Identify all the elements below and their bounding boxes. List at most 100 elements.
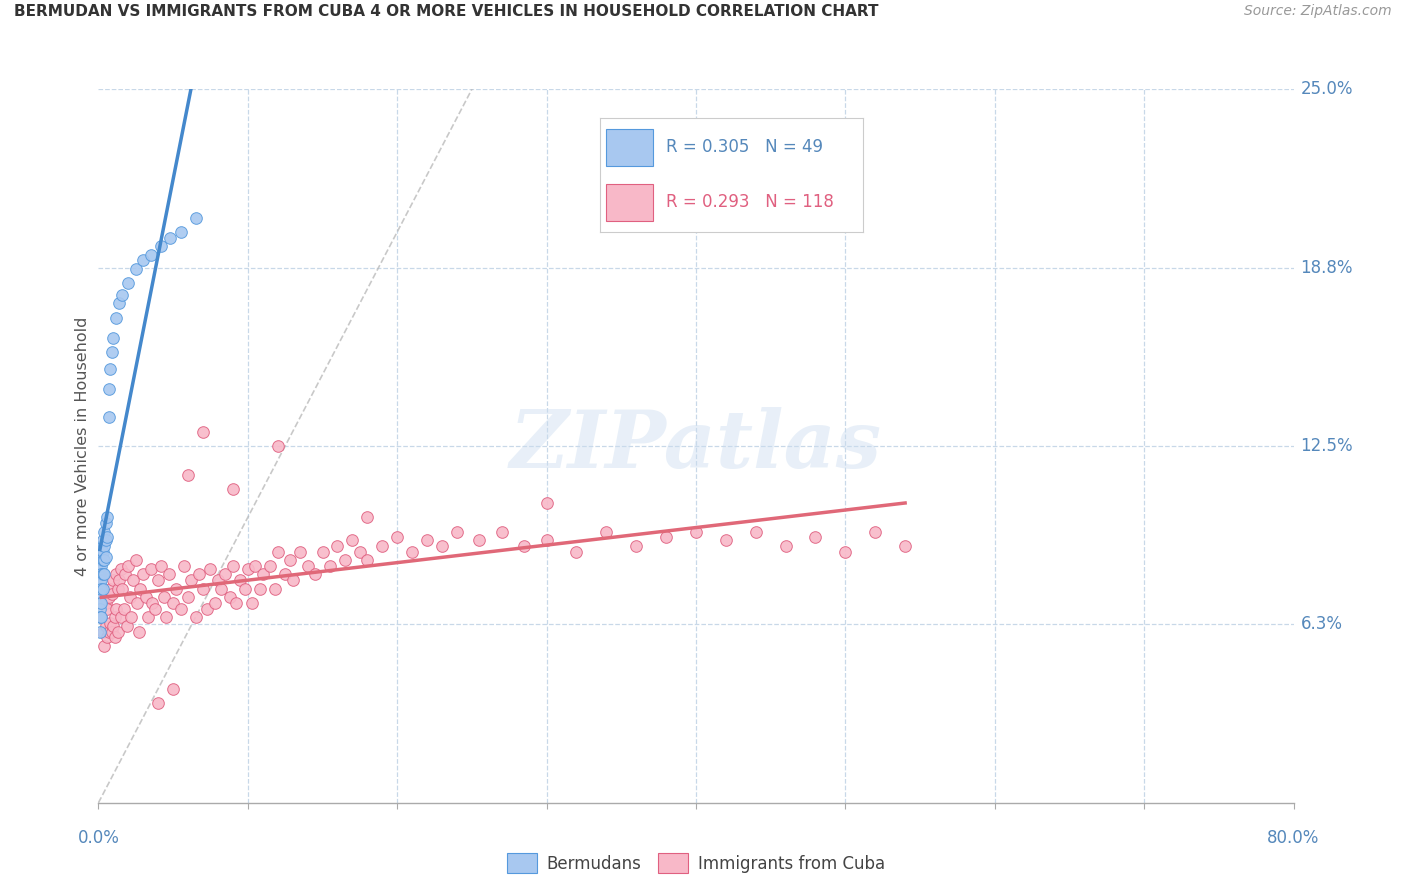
Point <box>89 553 111 567</box>
Point <box>93 553 115 567</box>
Point <box>288 544 311 558</box>
Text: 12.5%: 12.5% <box>1301 437 1353 455</box>
Point <box>159 230 181 244</box>
Point <box>143 601 166 615</box>
Point <box>139 248 162 262</box>
Point <box>89 587 111 601</box>
Point <box>96 510 118 524</box>
Point <box>108 573 131 587</box>
Point <box>249 582 271 596</box>
Point <box>104 610 127 624</box>
Point <box>356 553 378 567</box>
Point <box>101 587 124 601</box>
Point <box>319 558 342 573</box>
Point <box>117 558 139 573</box>
Point <box>108 296 131 310</box>
Point <box>169 225 191 239</box>
Point <box>89 624 111 639</box>
Point <box>259 558 281 573</box>
Point <box>136 610 159 624</box>
Text: 18.8%: 18.8% <box>1301 259 1353 277</box>
Point <box>115 619 138 633</box>
Point <box>127 596 149 610</box>
Point <box>101 344 124 359</box>
Point <box>745 524 768 539</box>
Point <box>93 639 115 653</box>
Point <box>240 596 263 610</box>
Point <box>105 601 128 615</box>
Point <box>775 539 797 553</box>
Point <box>148 696 170 710</box>
Point <box>107 582 129 596</box>
Point <box>121 573 143 587</box>
Point <box>105 310 128 325</box>
Point <box>304 567 326 582</box>
Text: 80.0%: 80.0% <box>1267 829 1320 847</box>
Point <box>117 277 139 291</box>
Point <box>91 533 114 548</box>
Point <box>214 567 236 582</box>
Point <box>209 582 232 596</box>
Text: 6.3%: 6.3% <box>1301 615 1343 633</box>
Point <box>89 610 111 624</box>
Point <box>173 558 195 573</box>
Point <box>90 567 112 582</box>
Point <box>94 619 117 633</box>
Point <box>98 362 122 376</box>
Point <box>513 539 536 553</box>
Point <box>89 567 111 582</box>
Point <box>311 544 333 558</box>
Point <box>89 596 111 610</box>
Point <box>90 539 112 553</box>
Text: ZIPatlas: ZIPatlas <box>510 408 882 484</box>
Point <box>90 596 112 610</box>
Point <box>565 544 588 558</box>
Point <box>111 582 134 596</box>
Point <box>90 548 112 562</box>
Point <box>98 615 122 630</box>
Point <box>93 524 115 539</box>
Point <box>624 539 647 553</box>
Point <box>94 533 117 548</box>
Point <box>222 558 245 573</box>
Point <box>93 539 115 553</box>
Point <box>342 533 364 548</box>
Point <box>91 567 114 582</box>
Point <box>105 567 128 582</box>
Point <box>416 533 439 548</box>
Point <box>180 573 202 587</box>
Point <box>139 562 162 576</box>
Point <box>141 596 163 610</box>
Point <box>236 562 259 576</box>
Point <box>219 591 242 605</box>
Point <box>157 567 180 582</box>
Point <box>135 591 157 605</box>
Point <box>184 610 207 624</box>
Point <box>491 524 513 539</box>
Point <box>197 601 219 615</box>
Point <box>252 567 274 582</box>
Point <box>714 533 737 548</box>
Point <box>89 573 111 587</box>
Point <box>128 624 150 639</box>
Point <box>162 681 184 696</box>
Point <box>204 596 226 610</box>
Text: Source: ZipAtlas.com: Source: ZipAtlas.com <box>1244 4 1392 19</box>
Point <box>177 591 200 605</box>
Point <box>155 610 177 624</box>
Point <box>333 553 356 567</box>
Point <box>229 573 252 587</box>
Point <box>267 544 290 558</box>
Point <box>267 439 290 453</box>
Point <box>97 382 120 396</box>
Point <box>468 533 491 548</box>
Point <box>96 630 118 644</box>
Point <box>430 539 453 553</box>
Point <box>101 624 124 639</box>
Point <box>97 591 120 605</box>
Point <box>97 410 120 425</box>
Point <box>111 287 134 301</box>
Point <box>103 619 125 633</box>
Text: BERMUDAN VS IMMIGRANTS FROM CUBA 4 OR MORE VEHICLES IN HOUSEHOLD CORRELATION CHA: BERMUDAN VS IMMIGRANTS FROM CUBA 4 OR MO… <box>14 4 879 20</box>
Point <box>90 582 112 596</box>
